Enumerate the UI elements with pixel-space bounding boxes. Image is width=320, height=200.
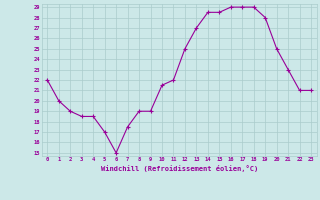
X-axis label: Windchill (Refroidissement éolien,°C): Windchill (Refroidissement éolien,°C) [100, 165, 258, 172]
